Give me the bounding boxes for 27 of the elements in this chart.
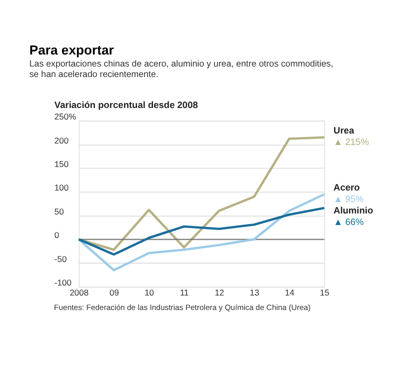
text: Las exportaciones chinas de acero, aluminio y urea, entre otros commodities, [29,58,334,69]
x-tick-label: 13 [250,288,260,298]
series-label: Aluminio [334,206,374,216]
data-label: ▲ 66% [334,217,364,228]
x-tick-label: 2008 [70,288,89,298]
chart-title: Para exportar [29,42,114,58]
y-tick-label: 50 [54,206,64,216]
x-tick-label: 09 [109,288,120,298]
y-tick-label: 250% [54,112,77,122]
source-note: Fuentes: Federación de las Industrias Petrolera y Química de China (Urea) [54,302,312,312]
y-tick-label: 100 [54,182,69,193]
series-label: Acero [334,182,360,192]
y-axis-title: Variación porcentual desde 2008 [54,100,198,110]
y-tick-label: -50 [54,254,67,264]
y-tick-label: 200 [54,135,69,146]
x-tick-label: 12 [214,288,224,298]
y-tick-label: 0 [54,230,60,240]
data-label: ▲ 95% [334,194,364,204]
y-tick-label: 150 [54,159,69,170]
x-tick-label: 11 [180,288,190,298]
x-tick-label: 15 [320,288,330,298]
x-tick-label: 14 [284,288,295,298]
series-label: Urea [334,125,355,136]
x-tick-label: 10 [144,288,154,298]
y-tick-label: -100 [54,278,72,288]
data-label: ▲ 215% [334,137,369,148]
text: se han acelerado recientemente. [29,69,158,80]
